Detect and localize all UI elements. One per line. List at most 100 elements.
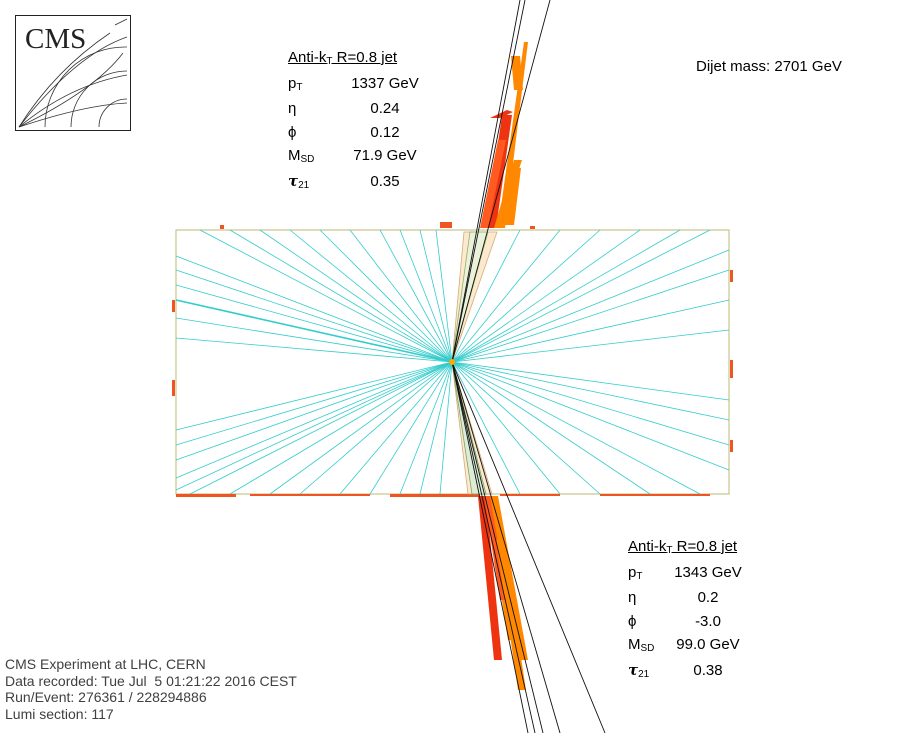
cms-logo-graphic: [15, 15, 131, 131]
track-line: [289, 229, 453, 363]
track-line: [369, 361, 453, 495]
track-line: [175, 269, 453, 363]
jet1-towers: [480, 42, 528, 228]
track-line: [451, 249, 730, 363]
track-line: [451, 361, 521, 495]
jet1-tau-value: 0.35: [370, 172, 400, 190]
primary-vertex: [449, 359, 455, 365]
jet1-tau-row: τ21 0.35: [288, 170, 420, 196]
event-info-run: Run/Event: 276361 / 228294886: [5, 689, 207, 705]
jet1-title-post: R=0.8 jet: [332, 49, 398, 66]
track-line: [451, 361, 730, 471]
jet1-title: Anti-kT R=0.8 jet: [288, 46, 420, 72]
track-line: [175, 299, 453, 363]
track-line: [419, 361, 453, 495]
track-line: [419, 229, 453, 363]
track-line: [229, 361, 453, 495]
jet2-title: Anti-kT R=0.8 jet: [628, 535, 743, 561]
jet1-title-pre: Anti-k: [288, 49, 327, 66]
track-line: [175, 284, 453, 363]
track-line: [175, 337, 453, 363]
dijet-mass-value: 2701 GeV: [774, 58, 842, 75]
jet2-eta-key: η: [628, 589, 637, 606]
track-line: [259, 229, 453, 363]
jet1-eta-key: η: [288, 100, 297, 117]
track-line: [435, 229, 453, 363]
jet1-msd-row: MSD 71.9 GeV: [288, 144, 420, 170]
track-line: [189, 361, 453, 495]
jet2-pt-key: pT: [628, 563, 643, 582]
track-line: [175, 255, 453, 363]
jet2-tau-value: 0.38: [693, 661, 723, 679]
barrel-deposits: [172, 222, 733, 497]
track-line: [451, 229, 681, 363]
jet2-msd-value: 99.0 GeV: [676, 636, 740, 653]
jet2-phi-value: -3.0: [695, 612, 721, 630]
track-line: [451, 361, 651, 495]
event-info-lumi: Lumi section: 117: [5, 705, 114, 722]
track-line: [399, 229, 453, 363]
track-line: [175, 361, 453, 431]
jet1-phi-key: ϕ: [288, 123, 297, 141]
jet2-pt-value: 1343 GeV: [674, 563, 742, 581]
jet2-pt-row: pT 1343 GeV: [628, 561, 743, 587]
track-line: [175, 361, 453, 461]
track-line: [319, 229, 453, 363]
track-line: [269, 361, 453, 495]
track-line: [349, 229, 453, 363]
jet2-phi-key: ϕ: [628, 612, 637, 630]
jet2-panel: Anti-kT R=0.8 jet pT 1343 GeV η 0.2 ϕ -3.0 …: [628, 535, 743, 684]
track-line: [399, 361, 453, 495]
jet1-tau-key: τ21: [288, 171, 310, 191]
jet1-msd-key: MSD: [288, 147, 315, 165]
track-line: [451, 361, 701, 495]
jet2-eta-value: 0.2: [697, 589, 719, 606]
jet1-msd-value: 71.9 GeV: [353, 147, 417, 164]
jet2-tau-row: τ21 0.38: [628, 659, 743, 685]
track-line: [175, 317, 453, 363]
track-line: [339, 361, 453, 495]
track-line: [199, 229, 453, 363]
jet1-panel: Anti-kT R=0.8 jet pT 1337 GeV η 0.24 ϕ 0.12…: [288, 46, 420, 195]
track-line: [175, 361, 453, 446]
jet1-eta-row: η 0.24: [288, 97, 420, 121]
track-line: [451, 361, 730, 446]
track-line: [451, 299, 730, 363]
track-line: [379, 229, 453, 363]
jet2-title-sub: T: [666, 545, 673, 556]
jet2-phi-row: ϕ -3.0: [628, 610, 743, 634]
jet-axes: [451, 0, 606, 733]
track-line: [175, 361, 453, 491]
jet2-title-post: R=0.8 jet: [672, 538, 738, 555]
jet1-pt-key: pT: [288, 74, 303, 93]
track-line: [451, 361, 730, 421]
track-line: [439, 361, 453, 495]
event-info: CMS Experiment at LHC, CERN Data recorde…: [5, 656, 297, 722]
jet1-phi-value: 0.12: [370, 123, 400, 141]
track-line: [451, 229, 521, 363]
jet1-pt-row: pT 1337 GeV: [288, 72, 420, 98]
track-line: [451, 361, 601, 495]
track-line: [229, 229, 453, 363]
track-line: [451, 329, 730, 363]
track-line: [175, 361, 453, 479]
jet2-msd-key: MSD: [628, 636, 655, 654]
event-info-date: Data recorded: Tue Jul 5 01:21:22 2016 C…: [5, 672, 297, 689]
jet1-pt-value: 1337 GeV: [351, 74, 419, 92]
cms-logo: CMS: [15, 15, 131, 131]
jet2-title-pre: Anti-k: [628, 538, 667, 555]
track-line: [451, 229, 561, 363]
cms-logo-text: CMS: [25, 23, 87, 55]
track-line: [451, 269, 730, 363]
track-line: [451, 229, 711, 363]
track-line: [451, 361, 561, 495]
jet1-title-sub: T: [326, 56, 333, 67]
event-info-experiment: CMS Experiment at LHC, CERN: [5, 656, 206, 672]
track-line: [451, 229, 641, 363]
dijet-mass-label: Dijet mass:: [696, 58, 771, 75]
jet1-eta-value: 0.24: [370, 100, 400, 117]
jet1-phi-row: ϕ 0.12: [288, 121, 420, 145]
dijet-mass: Dijet mass: 2701 GeV: [696, 58, 842, 75]
tracks: [175, 229, 730, 495]
